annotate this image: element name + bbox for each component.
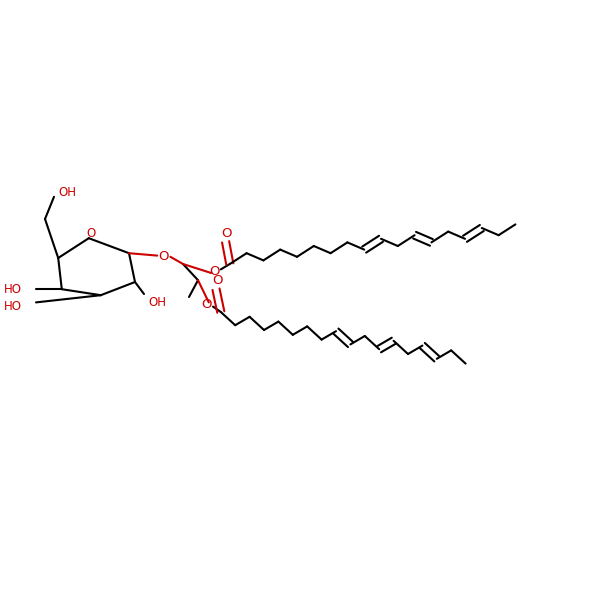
Text: O: O (86, 227, 96, 240)
Text: O: O (158, 250, 169, 263)
Text: O: O (212, 274, 223, 287)
Text: O: O (202, 298, 212, 311)
Text: O: O (221, 227, 232, 240)
Text: OH: OH (148, 296, 166, 310)
Text: HO: HO (4, 283, 22, 296)
Text: HO: HO (4, 299, 22, 313)
Text: O: O (209, 265, 220, 278)
Text: OH: OH (58, 186, 76, 199)
